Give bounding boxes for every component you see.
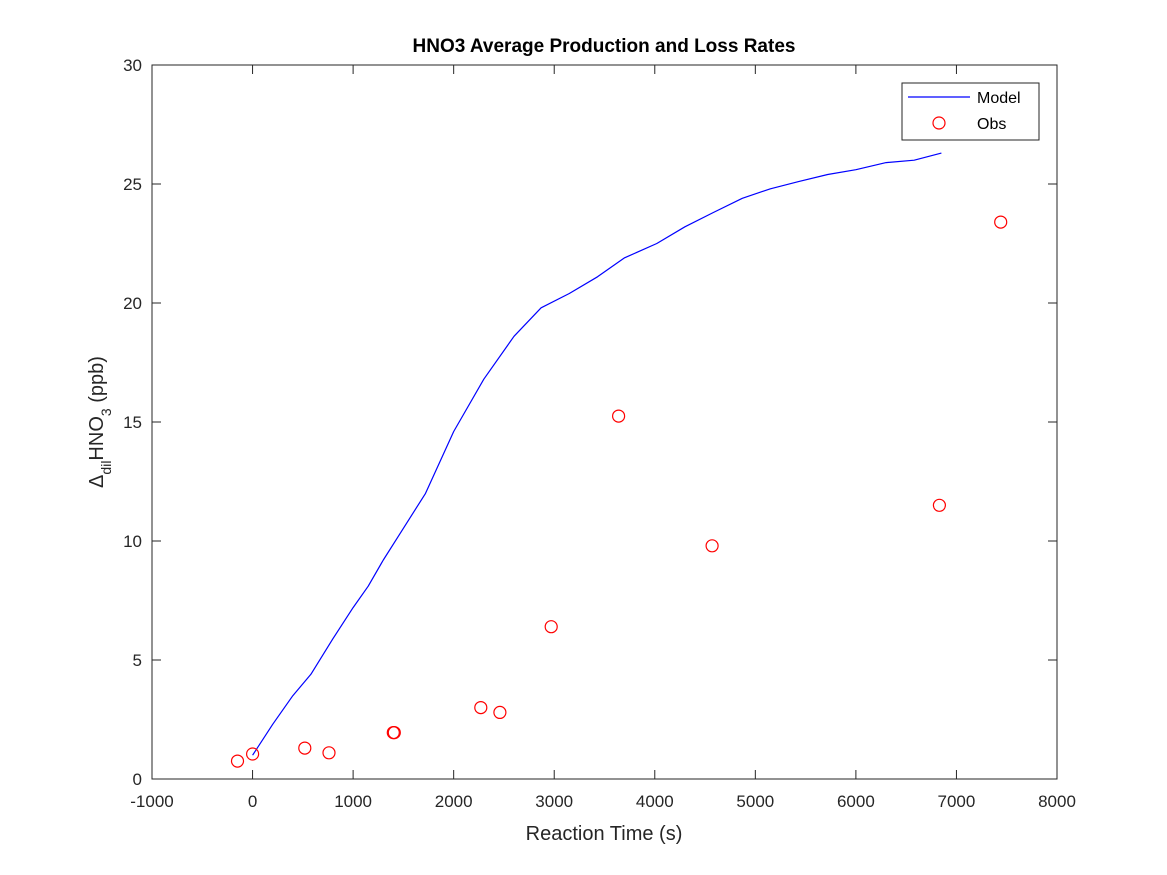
obs-point xyxy=(387,725,401,740)
plot-area xyxy=(152,65,1057,779)
y-tick-label: 0 xyxy=(133,770,142,789)
x-tick-label: 2000 xyxy=(435,792,473,811)
x-axis: -1000 0 1000 2000 3000 4000 5000 6000 7000 8000 xyxy=(130,65,1076,811)
legend-obs-label: Obs xyxy=(977,116,1006,133)
x-tick-label: 6000 xyxy=(837,792,875,811)
obs-point xyxy=(544,620,558,634)
y-axis-label-main-sub: 3 xyxy=(98,408,114,416)
legend-box xyxy=(901,82,1040,141)
obs-point xyxy=(994,215,1008,229)
legend-model-label: Model xyxy=(977,90,1021,107)
y-tick-label: 30 xyxy=(123,56,142,75)
y-axis: 0 5 10 15 20 25 30 xyxy=(123,56,1057,789)
y-axis-label-main: HNO xyxy=(86,416,108,460)
obs-point xyxy=(322,746,336,760)
x-tick-label: 1000 xyxy=(334,792,372,811)
obs-point xyxy=(493,705,507,720)
series-layer xyxy=(230,152,1008,768)
chart-title: HNO3 Average Production and Loss Rates xyxy=(413,36,796,57)
x-axis-label: Reaction Time (s) xyxy=(526,823,683,845)
y-axis-label: ΔdilHNO3 (ppb) xyxy=(86,356,114,488)
obs-point xyxy=(705,539,719,553)
y-tick-label: 5 xyxy=(133,651,142,670)
x-tick-label: 7000 xyxy=(938,792,976,811)
x-tick-label: 0 xyxy=(248,792,257,811)
x-tick-label: 4000 xyxy=(636,792,674,811)
x-tick-label: 5000 xyxy=(736,792,774,811)
y-tick-label: 20 xyxy=(123,294,142,313)
y-tick-label: 25 xyxy=(123,175,142,194)
x-tick-label: 3000 xyxy=(535,792,573,811)
x-tick-label: 8000 xyxy=(1038,792,1076,811)
model-line xyxy=(252,152,942,756)
legend-obs-swatch xyxy=(932,116,946,130)
obs-point xyxy=(230,754,245,768)
y-tick-label: 15 xyxy=(123,413,142,432)
obs-point xyxy=(246,747,260,761)
legend: Model Obs xyxy=(901,82,1040,141)
obs-point xyxy=(474,700,488,715)
y-axis-label-prefix: Δ xyxy=(86,475,108,488)
y-axis-label-prefix-sub: dil xyxy=(98,461,114,475)
obs-point xyxy=(611,409,626,423)
obs-point xyxy=(932,498,947,512)
y-axis-label-suffix: (ppb) xyxy=(86,356,108,408)
x-tick-label: -1000 xyxy=(130,792,173,811)
y-tick-label: 10 xyxy=(123,532,142,551)
obs-point xyxy=(298,741,312,755)
